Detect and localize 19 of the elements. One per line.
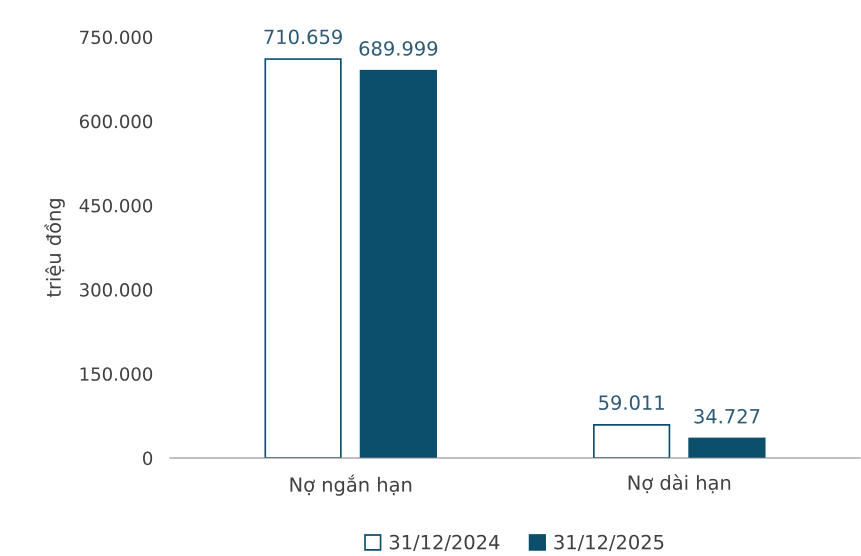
y-tick-label: 450.000 <box>80 198 152 213</box>
data-label: 59.011 <box>599 395 664 410</box>
data-label: 34.727 <box>694 408 760 424</box>
y-tick-label: 0 <box>143 451 152 466</box>
data-label: 710.659 <box>264 29 342 44</box>
y-tick-label: 600.000 <box>80 114 152 128</box>
legend-label: 31/12/2024 <box>390 534 500 552</box>
bar <box>593 424 670 458</box>
data-label: 689.999 <box>360 41 438 56</box>
x-tick-label: Nợ ngắn hạn <box>290 474 412 496</box>
y-tick-label: 150.000 <box>80 367 152 381</box>
bar <box>264 58 342 458</box>
bar <box>688 438 766 458</box>
y-tick-label: 300.000 <box>80 283 152 297</box>
y-tick-label: 750.000 <box>80 30 152 44</box>
y-axis-title: triệu đồng <box>44 199 65 298</box>
legend-label: 31/12/2025 <box>554 534 664 552</box>
x-tick-label: Nợ dài hạn <box>628 474 730 494</box>
bar <box>360 70 437 458</box>
